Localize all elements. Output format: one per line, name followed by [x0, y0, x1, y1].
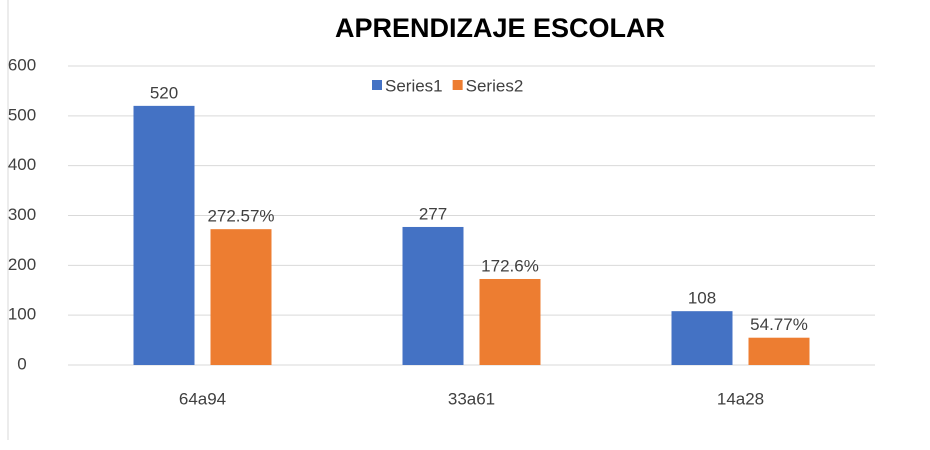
legend-swatch	[372, 80, 382, 90]
y-tick-label: 300	[8, 205, 36, 224]
y-tick-label: 600	[8, 55, 36, 74]
y-tick-label: 500	[8, 105, 36, 124]
data-label: 277	[419, 204, 447, 223]
bar	[133, 105, 195, 365]
legend-label: Series2	[466, 76, 524, 95]
data-label: 172.6%	[481, 256, 539, 275]
bar	[748, 337, 810, 365]
data-label: 108	[688, 289, 716, 308]
legend-swatch	[452, 80, 463, 90]
chart-title: APRENDIZAJE ESCOLAR	[335, 13, 665, 43]
y-tick-label: 400	[8, 155, 36, 174]
data-label: 272.57%	[207, 207, 274, 226]
x-tick-label: 33a61	[448, 389, 495, 408]
bar	[402, 226, 464, 365]
bar	[479, 278, 541, 365]
bar	[210, 229, 272, 365]
bar	[671, 311, 733, 365]
data-label: 54.77%	[750, 315, 808, 334]
data-label: 520	[150, 83, 178, 102]
x-tick-label: 64a94	[179, 389, 226, 408]
y-tick-label: 0	[17, 354, 26, 373]
legend-label: Series1	[385, 76, 443, 95]
y-tick-label: 200	[8, 255, 36, 274]
y-tick-label: 100	[8, 305, 36, 324]
x-tick-label: 14a28	[717, 389, 764, 408]
